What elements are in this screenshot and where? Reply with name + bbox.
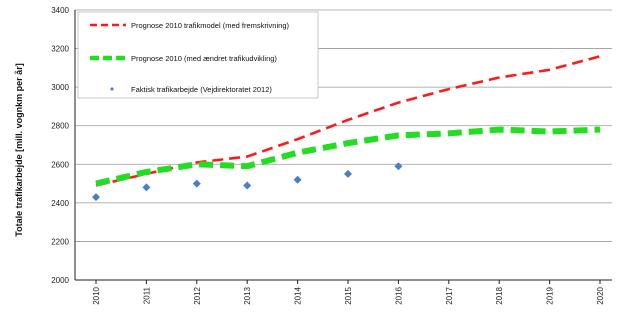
y-tick-label: 2200 xyxy=(51,237,69,246)
y-axis-label: Totale trafikarbejde [mill. vognkm per å… xyxy=(14,63,24,236)
data-point-actual xyxy=(344,169,352,178)
x-tick-label: 2011 xyxy=(142,286,151,304)
legend-swatch-marker xyxy=(110,87,114,91)
x-tick-label: 2019 xyxy=(546,286,555,304)
y-tick-label: 3400 xyxy=(51,6,69,15)
x-tick-label: 2010 xyxy=(92,286,101,304)
x-tick-label: 2015 xyxy=(344,286,353,304)
x-tick-label: 2016 xyxy=(394,286,403,304)
y-tick-label: 3200 xyxy=(51,45,69,54)
y-tick-label: 2800 xyxy=(51,122,69,131)
axes xyxy=(74,10,612,284)
y-tick-label: 2600 xyxy=(51,160,69,169)
legend-box xyxy=(77,11,319,99)
data-point-actual xyxy=(92,193,100,202)
legend-label: Faktisk trafikarbejde (Vejdirektoratet 2… xyxy=(131,85,272,94)
y-tick-label: 2000 xyxy=(51,276,69,285)
x-tick-label: 2018 xyxy=(495,286,504,304)
x-tick-label: 2020 xyxy=(596,286,605,304)
data-point-actual xyxy=(142,183,151,192)
legend-label: Prognose 2010 trafikmodel (med fremskriv… xyxy=(131,21,289,30)
y-tick-label: 2400 xyxy=(51,199,69,208)
x-tick-label: 2014 xyxy=(294,286,303,304)
x-tick-label: 2013 xyxy=(243,286,252,304)
data-series xyxy=(92,55,601,202)
data-point-actual xyxy=(192,179,201,188)
legend: Prognose 2010 trafikmodel (med fremskriv… xyxy=(77,11,319,99)
y-tick-labels: 2000 2200 2400 2600 2800 3000 3200 3400 xyxy=(51,6,69,285)
data-point-actual xyxy=(394,162,403,171)
data-point-actual xyxy=(243,181,252,190)
legend-label: Prognose 2010 (med ændret trafikudviklin… xyxy=(131,54,277,63)
x-tick-label: 2017 xyxy=(445,286,454,304)
x-tick-labels: 2010 2011 2012 2013 2014 2015 2016 2017 2018 2019… xyxy=(92,286,605,304)
data-point-actual xyxy=(293,175,302,184)
series-line-2 xyxy=(95,126,601,187)
x-tick-label: 2012 xyxy=(193,286,202,304)
y-tick-label: 3000 xyxy=(51,83,69,92)
